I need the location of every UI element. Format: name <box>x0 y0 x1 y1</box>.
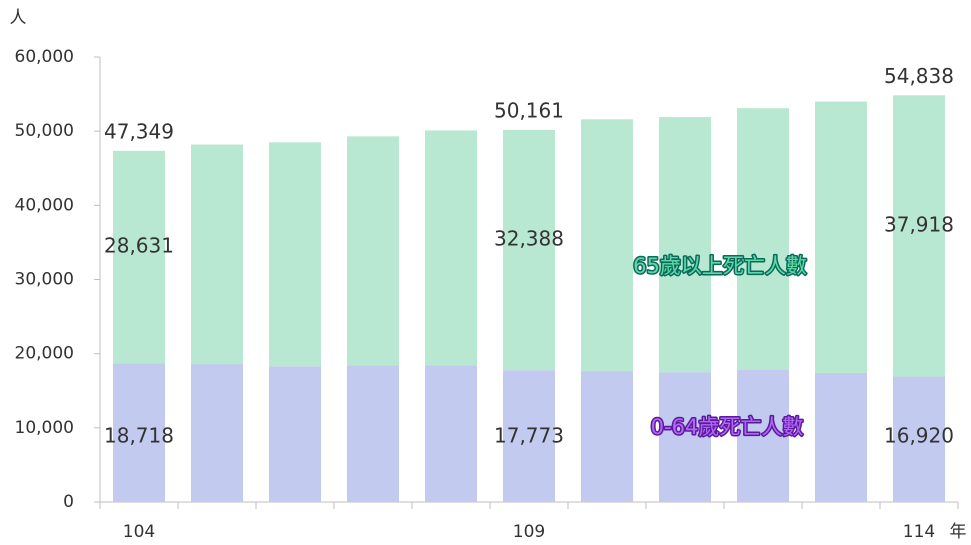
total-label: 47,349 <box>104 119 174 143</box>
y-tick-label: 30,000 <box>15 270 74 290</box>
bar-segment <box>893 95 945 377</box>
bar-segment <box>893 376 945 502</box>
bar-segment <box>737 108 789 370</box>
bar-segment <box>347 136 399 366</box>
value-label: 32,388 <box>494 227 564 251</box>
value-label: 28,631 <box>104 234 174 258</box>
bar-segment <box>191 364 243 502</box>
bar-segment <box>269 366 321 502</box>
bar-segment <box>113 363 165 502</box>
value-label: 17,773 <box>494 424 564 448</box>
total-label: 50,161 <box>494 98 564 122</box>
y-tick-label: 10,000 <box>15 418 74 438</box>
bar-segment <box>347 365 399 502</box>
y-tick-label: 20,000 <box>15 344 74 364</box>
bar-segment <box>659 117 711 373</box>
bar-segment <box>503 129 555 371</box>
y-tick-label: 0 <box>63 492 74 512</box>
bar-segment <box>425 130 477 366</box>
bar-segment <box>191 144 243 365</box>
y-axis-label: 人 <box>10 8 27 28</box>
series-label: 0-64歲死亡人數 <box>651 415 804 439</box>
x-tick-label: 104 <box>123 522 155 542</box>
value-label: 18,718 <box>104 424 174 448</box>
bar-segment <box>659 372 711 502</box>
bar-segment <box>425 365 477 502</box>
x-tick-label: 114 <box>903 522 935 542</box>
bar-segment <box>737 369 789 502</box>
y-tick-label: 40,000 <box>15 195 74 215</box>
value-label: 16,920 <box>884 424 954 448</box>
x-tick-label: 109 <box>513 522 545 542</box>
bar-segment <box>815 101 867 373</box>
bar-segment <box>269 142 321 367</box>
series-label: 65歲以上死亡人數 <box>633 254 807 278</box>
bar-segment <box>581 119 633 372</box>
total-label: 54,838 <box>884 64 954 88</box>
value-label: 37,918 <box>884 212 954 236</box>
bar-segment <box>503 370 555 502</box>
y-tick-label: 60,000 <box>15 47 74 67</box>
bar-segment <box>581 371 633 502</box>
x-axis-label: 年 <box>950 522 967 542</box>
y-tick-label: 50,000 <box>15 121 74 141</box>
bar-segment <box>815 372 867 502</box>
bar-segment <box>113 150 165 364</box>
